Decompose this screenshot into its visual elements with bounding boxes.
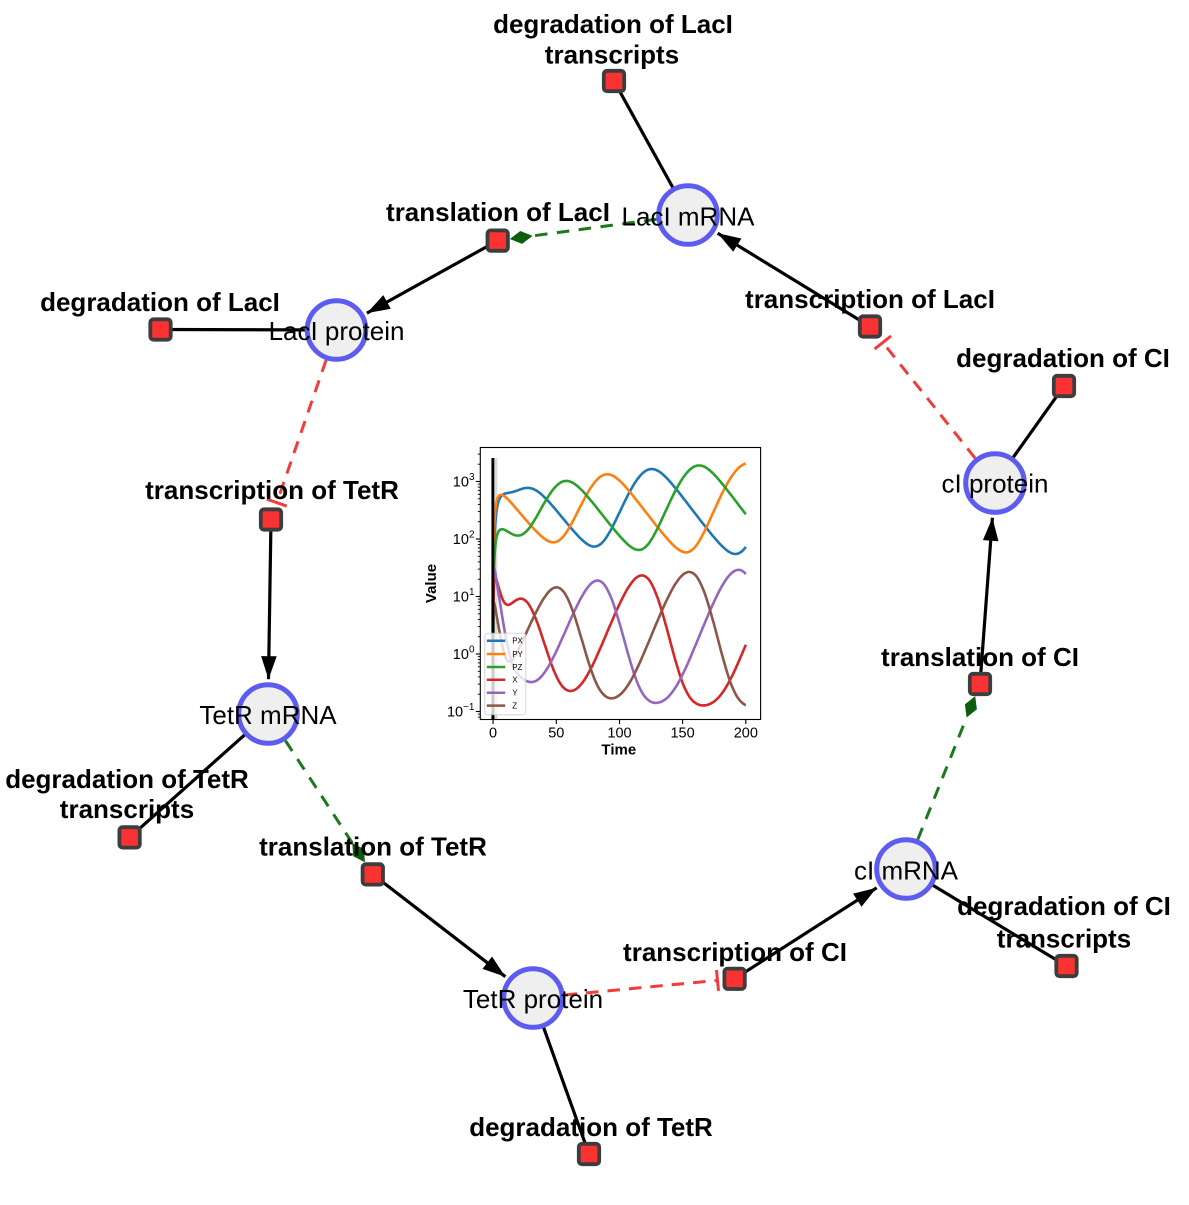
svg-text:LacI protein: LacI protein [269, 316, 405, 346]
svg-text:transcripts: transcripts [997, 924, 1131, 954]
svg-text:Z: Z [512, 701, 517, 710]
svg-text:transcripts: transcripts [545, 40, 679, 70]
svg-text:100: 100 [607, 726, 631, 742]
svg-text:degradation of TetR: degradation of TetR [5, 764, 249, 794]
svg-text:PX: PX [512, 637, 523, 646]
svg-text:translation of LacI: translation of LacI [386, 197, 610, 227]
svg-text:Y: Y [512, 689, 518, 698]
svg-text:degradation of CI: degradation of CI [957, 891, 1171, 921]
svg-text:translation of CI: translation of CI [881, 642, 1079, 672]
svg-text:translation of TetR: translation of TetR [259, 832, 487, 862]
svg-text:50: 50 [548, 726, 564, 742]
svg-text:100: 100 [453, 645, 475, 664]
svg-text:150: 150 [670, 726, 694, 742]
svg-text:degradation of LacI: degradation of LacI [40, 287, 280, 317]
svg-text:degradation of CI: degradation of CI [956, 343, 1170, 373]
svg-text:transcription of CI: transcription of CI [623, 937, 847, 967]
svg-text:transcription of LacI: transcription of LacI [745, 284, 995, 314]
svg-text:degradation of TetR: degradation of TetR [469, 1112, 713, 1142]
svg-text:200: 200 [734, 726, 758, 742]
svg-text:cI protein: cI protein [942, 469, 1049, 499]
svg-text:degradation of LacI: degradation of LacI [493, 9, 733, 39]
svg-text:TetR protein: TetR protein [463, 984, 603, 1014]
svg-text:102: 102 [453, 530, 475, 549]
svg-text:transcripts: transcripts [60, 794, 194, 824]
svg-text:Value: Value [423, 564, 440, 603]
svg-text:cI mRNA: cI mRNA [854, 856, 959, 886]
svg-text:Time: Time [601, 742, 636, 759]
svg-text:101: 101 [453, 587, 475, 606]
svg-text:X: X [512, 676, 518, 685]
svg-text:transcription of TetR: transcription of TetR [145, 475, 399, 505]
svg-text:PZ: PZ [512, 663, 522, 672]
svg-text:LacI mRNA: LacI mRNA [622, 202, 756, 232]
svg-text:103: 103 [453, 472, 475, 491]
svg-text:0: 0 [489, 726, 497, 742]
svg-text:TetR mRNA: TetR mRNA [199, 700, 337, 730]
svg-text:10−1: 10−1 [447, 702, 475, 721]
svg-text:PY: PY [512, 650, 523, 659]
